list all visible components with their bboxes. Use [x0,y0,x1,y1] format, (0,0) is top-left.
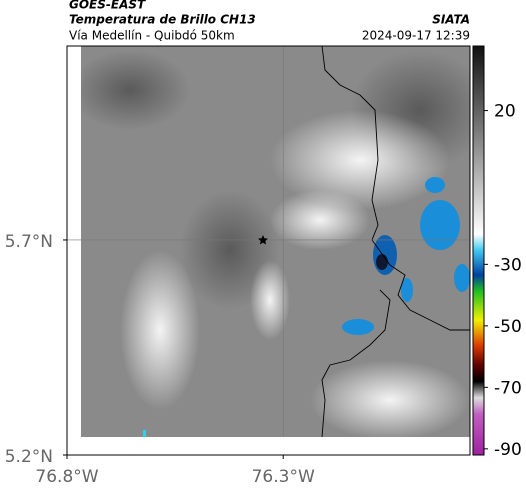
location-marker [257,235,268,245]
product: GOES-EAST [69,0,146,12]
colorbar-tick-label: -90 [494,440,522,460]
y-tick-label: 5.7°N [5,232,53,252]
y-tick-label: 5.2°N [5,447,53,467]
grid [67,46,470,437]
timestamp: 2024-09-17 12:39 [362,29,470,43]
colorbar-tick-label: -70 [494,378,522,398]
subtitle: Vía Medellín - Quibdó 50km [69,29,235,43]
x-tick-label: 76.8°W [35,467,98,487]
x-tick-label: 76.3°W [252,467,315,487]
map-frame [66,45,471,456]
source: SIATA [432,13,470,27]
colorbar-tick-label: -50 [494,317,522,337]
satellite-image [81,46,470,437]
colorbar-tick-label: -30 [494,255,522,275]
title: Temperatura de Brillo CH13 [69,13,256,27]
colorbar-tick-label: 20 [494,102,516,122]
colorbar [472,45,485,456]
